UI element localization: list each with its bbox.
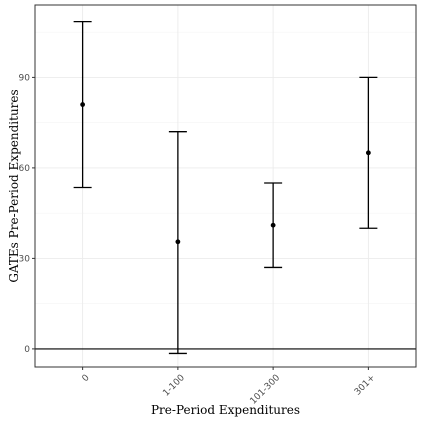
y-tick-label-30: 30	[19, 254, 31, 264]
point-estimate-3	[365, 150, 371, 156]
error-bar-1	[168, 131, 187, 355]
point-estimate-0	[80, 102, 86, 107]
error-bar-2	[264, 182, 283, 269]
y-axis-title: GATEs Pre-Period Expenditures	[7, 89, 21, 282]
error-bar-3	[359, 76, 378, 229]
point-estimate-2	[270, 222, 276, 228]
error-bars	[73, 20, 378, 355]
panel-border	[34, 4, 417, 368]
y-tick-label-60: 60	[19, 164, 31, 174]
x-tick-label-0: 0	[81, 373, 92, 384]
y-tick-label-90: 90	[19, 73, 31, 83]
y-tick-label-0: 0	[24, 345, 30, 355]
error-bar-0	[73, 20, 92, 189]
x-axis-title: Pre-Period Expenditures	[151, 403, 300, 417]
point-estimate-1	[175, 239, 181, 245]
